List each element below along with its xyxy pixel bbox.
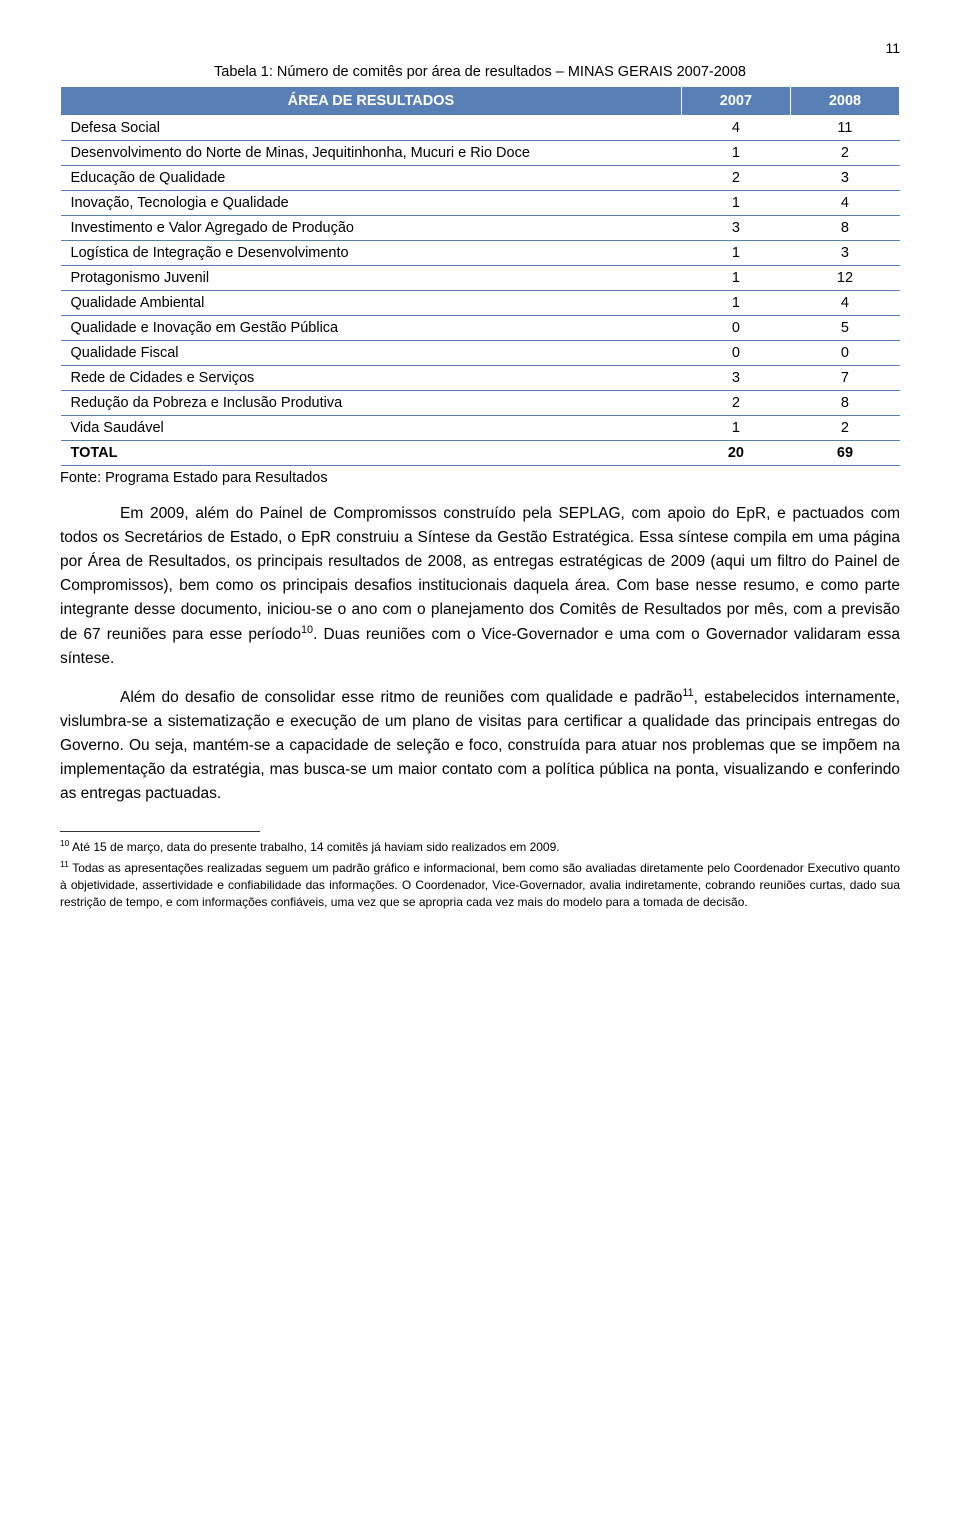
footnote-rule — [60, 831, 260, 838]
row-2007: 3 — [681, 366, 790, 391]
footnote-ref-11: 11 — [682, 687, 693, 699]
row-2008: 4 — [790, 191, 899, 216]
row-2008: 2 — [790, 416, 899, 441]
row-label: Protagonismo Juvenil — [61, 266, 682, 291]
table-row: Desenvolvimento do Norte de Minas, Jequi… — [61, 141, 900, 166]
row-label: Redução da Pobreza e Inclusão Produtiva — [61, 391, 682, 416]
row-2008: 7 — [790, 366, 899, 391]
table-row: Defesa Social411 — [61, 116, 900, 141]
row-2007: 1 — [681, 416, 790, 441]
footnote-11-text: Todas as apresentações realizadas seguem… — [60, 861, 900, 909]
table-row: Educação de Qualidade23 — [61, 166, 900, 191]
col-2007: 2007 — [681, 87, 790, 116]
table-row: Redução da Pobreza e Inclusão Produtiva2… — [61, 391, 900, 416]
table-row: Logística de Integração e Desenvolviment… — [61, 241, 900, 266]
row-2007: 1 — [681, 141, 790, 166]
row-label: Inovação, Tecnologia e Qualidade — [61, 191, 682, 216]
row-2008: 8 — [790, 216, 899, 241]
row-label: Educação de Qualidade — [61, 166, 682, 191]
p2a: Além do desafio de consolidar esse ritmo… — [120, 689, 682, 706]
table-row: Qualidade e Inovação em Gestão Pública05 — [61, 316, 900, 341]
row-2007: 3 — [681, 216, 790, 241]
row-2008: 4 — [790, 291, 899, 316]
table-row: Inovação, Tecnologia e Qualidade14 — [61, 191, 900, 216]
row-2008: 0 — [790, 341, 899, 366]
row-2008: 8 — [790, 391, 899, 416]
row-label: Rede de Cidades e Serviços — [61, 366, 682, 391]
page-number: 11 — [60, 40, 900, 56]
footnotes: 10 Até 15 de março, data do presente tra… — [60, 838, 900, 911]
col-2008: 2008 — [790, 87, 899, 116]
row-2008: 5 — [790, 316, 899, 341]
row-2008: 3 — [790, 166, 899, 191]
table-total-row: TOTAL2069 — [61, 441, 900, 466]
row-2007: 4 — [681, 116, 790, 141]
footnote-11: 11 Todas as apresentações realizadas seg… — [60, 859, 900, 910]
table-row: Qualidade Fiscal00 — [61, 341, 900, 366]
row-label: Investimento e Valor Agregado de Produçã… — [61, 216, 682, 241]
table-row: Protagonismo Juvenil112 — [61, 266, 900, 291]
footnote-num-10: 10 — [60, 838, 69, 848]
row-2008: 12 — [790, 266, 899, 291]
row-2008: 3 — [790, 241, 899, 266]
table-row: Vida Saudável12 — [61, 416, 900, 441]
row-label: Logística de Integração e Desenvolviment… — [61, 241, 682, 266]
row-2007: 0 — [681, 316, 790, 341]
paragraph-1: Em 2009, além do Painel de Compromissos … — [60, 502, 900, 671]
total-2008: 69 — [790, 441, 899, 466]
row-2007: 1 — [681, 191, 790, 216]
row-2007: 1 — [681, 241, 790, 266]
table-source: Fonte: Programa Estado para Resultados — [60, 470, 900, 486]
row-label: Qualidade e Inovação em Gestão Pública — [61, 316, 682, 341]
row-label: Desenvolvimento do Norte de Minas, Jequi… — [61, 141, 682, 166]
footnote-10-text: Até 15 de março, data do presente trabal… — [69, 840, 559, 854]
row-label: Qualidade Fiscal — [61, 341, 682, 366]
body-text: Em 2009, além do Painel de Compromissos … — [60, 502, 900, 807]
row-label: Qualidade Ambiental — [61, 291, 682, 316]
row-2007: 0 — [681, 341, 790, 366]
row-2007: 1 — [681, 291, 790, 316]
row-2007: 2 — [681, 166, 790, 191]
total-label: TOTAL — [61, 441, 682, 466]
p1a: Em 2009, além do Painel de Compromissos … — [60, 505, 900, 643]
results-table: ÁREA DE RESULTADOS 2007 2008 Defesa Soci… — [60, 86, 900, 466]
table-header-row: ÁREA DE RESULTADOS 2007 2008 — [61, 87, 900, 116]
paragraph-2: Além do desafio de consolidar esse ritmo… — [60, 685, 900, 806]
footnote-10: 10 Até 15 de março, data do presente tra… — [60, 838, 900, 856]
table-title: Tabela 1: Número de comitês por área de … — [60, 64, 900, 80]
footnote-ref-10: 10 — [301, 624, 313, 636]
table-row: Investimento e Valor Agregado de Produçã… — [61, 216, 900, 241]
row-2008: 2 — [790, 141, 899, 166]
col-area: ÁREA DE RESULTADOS — [61, 87, 682, 116]
row-2007: 2 — [681, 391, 790, 416]
table-row: Rede de Cidades e Serviços37 — [61, 366, 900, 391]
table-row: Qualidade Ambiental14 — [61, 291, 900, 316]
footnote-num-11: 11 — [60, 859, 69, 869]
row-2007: 1 — [681, 266, 790, 291]
row-2008: 11 — [790, 116, 899, 141]
row-label: Defesa Social — [61, 116, 682, 141]
total-2007: 20 — [681, 441, 790, 466]
row-label: Vida Saudável — [61, 416, 682, 441]
